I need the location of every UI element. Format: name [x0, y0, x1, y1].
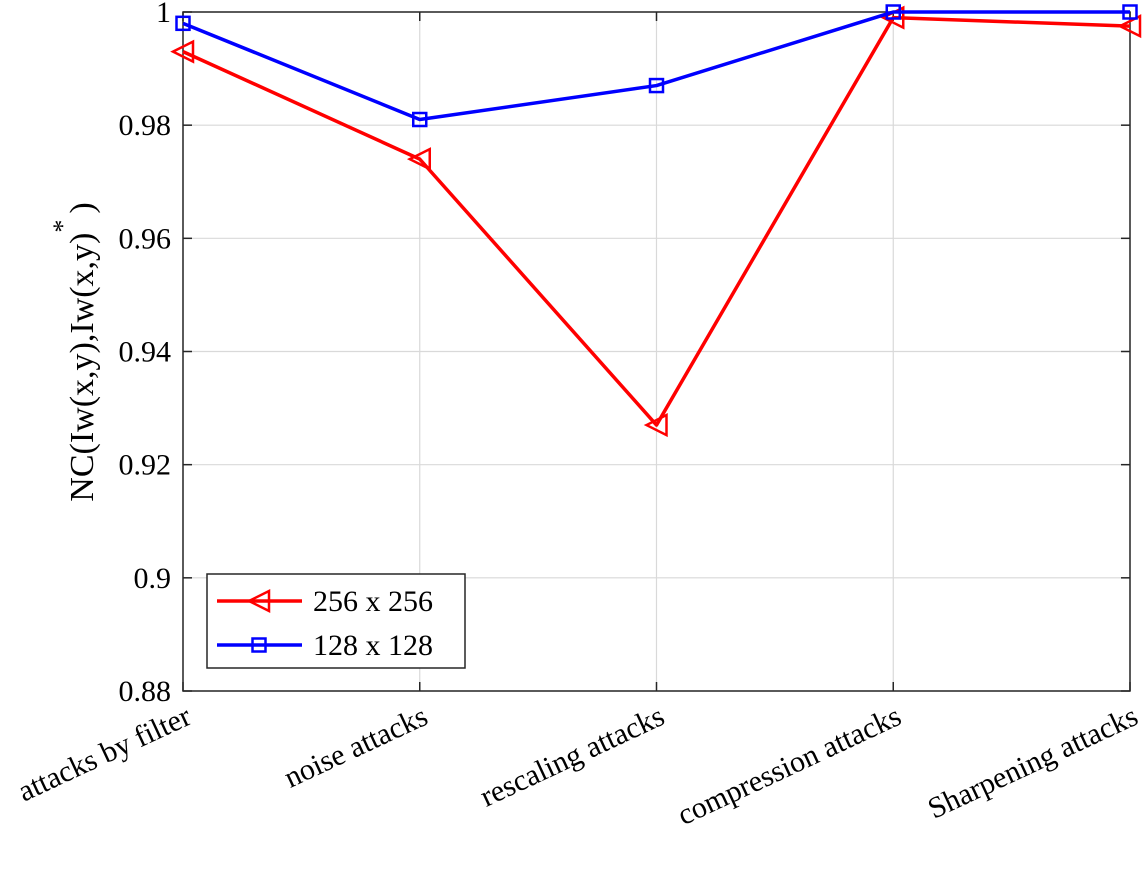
- data-point: [885, 4, 901, 20]
- y-tick-label: 0.94: [119, 336, 172, 369]
- legend-entries: 256 x 256 128 x 128: [217, 585, 433, 662]
- y-tick-label: 0.9: [134, 562, 172, 595]
- legend: 256 x 256 128 x 128: [206, 573, 466, 669]
- y-tick-label: 0.92: [119, 449, 172, 482]
- series-1: [170, 5, 1142, 438]
- series-2: [175, 4, 1138, 128]
- y-axis-label-close: ): [64, 202, 101, 213]
- data-point: [643, 413, 668, 438]
- legend-entry: 256 x 256: [217, 585, 433, 618]
- data-point: [175, 15, 191, 32]
- data-point: [1117, 14, 1142, 39]
- data-point: [406, 147, 431, 172]
- x-tick-label: rescaling attacks: [475, 699, 669, 813]
- y-axis-label: NC(Iw(x,y),Iw(x,y)*): [48, 202, 101, 501]
- y-axis-label-main: NC(Iw(x,y),Iw(x,y): [64, 233, 101, 502]
- y-axis-label-superscript: *: [48, 220, 77, 233]
- series-line: [182, 10, 1130, 122]
- data-point: [1122, 4, 1138, 20]
- y-tick-label: 1: [156, 0, 171, 29]
- legend-label: 128 x 128: [313, 629, 433, 662]
- series-layer: [170, 4, 1142, 438]
- data-point: [412, 111, 428, 128]
- data-point: [648, 77, 665, 94]
- x-tick-label: Sharpening attacks: [923, 699, 1143, 825]
- x-tick-label: attacks by filter: [13, 699, 196, 808]
- x-tick-label: noise attacks: [279, 699, 433, 794]
- data-point: [246, 588, 271, 614]
- y-tick-label: 0.96: [119, 222, 172, 255]
- legend-box: [206, 573, 466, 669]
- legend-label: 256 x 256: [313, 585, 433, 618]
- y-tick-label: 0.98: [119, 109, 172, 142]
- data-point: [170, 39, 195, 64]
- svg-text:NC(Iw(x,y),Iw(x,y)*): NC(Iw(x,y),Iw(x,y)*): [48, 202, 101, 501]
- data-point: [251, 637, 267, 653]
- x-tick-label: compression attacks: [673, 699, 907, 831]
- y-tick-label: 0.88: [119, 675, 172, 708]
- legend-entry: 128 x 128: [217, 629, 433, 662]
- series-line: [182, 15, 1131, 427]
